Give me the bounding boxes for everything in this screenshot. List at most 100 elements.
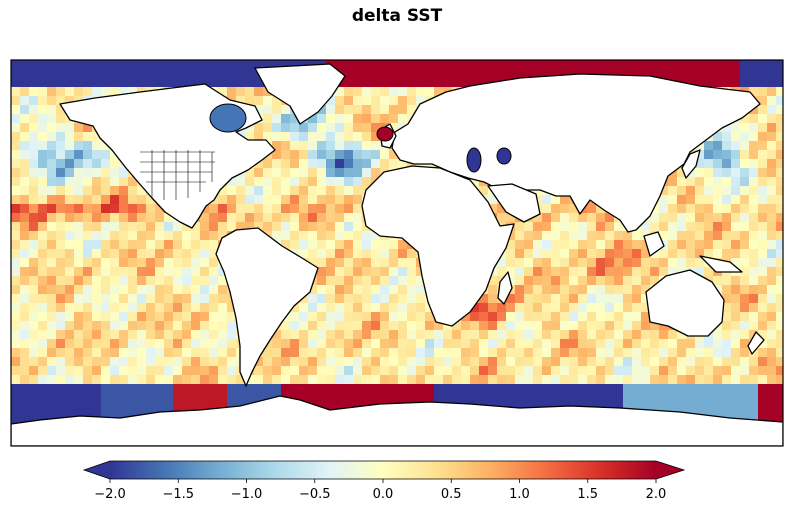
sst-cell xyxy=(200,240,210,250)
sst-cell xyxy=(380,339,390,349)
sst-cell xyxy=(20,267,30,277)
sst-cell xyxy=(668,375,678,385)
sst-cell xyxy=(668,60,678,70)
sst-cell xyxy=(380,258,390,268)
sst-cell xyxy=(56,393,66,403)
sst-cell xyxy=(425,339,435,349)
sst-cell xyxy=(389,375,399,385)
sst-cell xyxy=(83,168,93,178)
sst-cell xyxy=(767,105,777,115)
sst-cell xyxy=(362,294,372,304)
sst-cell xyxy=(155,330,165,340)
sst-cell xyxy=(83,249,93,259)
sst-cell xyxy=(65,321,75,331)
sst-cell xyxy=(740,114,750,124)
sst-cell xyxy=(101,168,111,178)
sst-cell xyxy=(83,141,93,151)
sst-cell xyxy=(317,366,327,376)
sst-cell xyxy=(497,303,507,313)
sst-cell xyxy=(326,123,336,133)
sst-cell xyxy=(56,375,66,385)
sst-cell xyxy=(272,222,282,232)
sst-cell xyxy=(344,186,354,196)
sst-cell xyxy=(326,96,336,106)
sst-cell xyxy=(479,393,489,403)
sst-cell xyxy=(524,249,534,259)
sst-cell xyxy=(155,78,165,88)
sst-cell xyxy=(218,186,228,196)
sst-cell xyxy=(362,87,372,97)
sst-cell xyxy=(659,348,669,358)
sst-cell xyxy=(173,231,183,241)
sst-cell xyxy=(164,321,174,331)
sst-cell xyxy=(263,393,273,403)
sst-cell xyxy=(443,384,453,394)
sst-cell xyxy=(353,258,363,268)
sst-cell xyxy=(596,213,606,223)
sst-cell xyxy=(587,222,597,232)
sst-cell xyxy=(659,231,669,241)
sst-cell xyxy=(326,348,336,358)
sst-cell xyxy=(398,375,408,385)
sst-cell xyxy=(353,249,363,259)
sst-cell xyxy=(704,267,714,277)
sst-cell xyxy=(200,294,210,304)
sst-cell xyxy=(659,321,669,331)
sst-cell xyxy=(740,348,750,358)
sst-cell xyxy=(569,276,579,286)
sst-cell xyxy=(623,258,633,268)
sst-cell xyxy=(659,222,669,232)
sst-cell xyxy=(740,177,750,187)
sst-cell xyxy=(659,366,669,376)
sst-cell xyxy=(101,330,111,340)
sst-cell xyxy=(353,60,363,70)
sst-cell xyxy=(29,285,39,295)
sst-cell xyxy=(479,330,489,340)
sst-cell xyxy=(587,330,597,340)
sst-cell xyxy=(731,321,741,331)
sst-cell xyxy=(497,384,507,394)
sst-cell xyxy=(101,87,111,97)
sst-cell xyxy=(677,222,687,232)
sst-cell xyxy=(758,330,768,340)
sst-cell xyxy=(218,285,228,295)
sst-cell xyxy=(596,267,606,277)
sst-cell xyxy=(164,60,174,70)
sst-cell xyxy=(344,285,354,295)
sst-cell xyxy=(695,60,705,70)
sst-cell xyxy=(461,321,471,331)
sst-cell xyxy=(371,123,381,133)
sst-cell xyxy=(74,267,84,277)
sst-cell xyxy=(326,240,336,250)
sst-cell xyxy=(380,294,390,304)
sst-cell xyxy=(497,312,507,322)
sst-cell xyxy=(83,267,93,277)
sst-cell xyxy=(11,87,21,97)
sst-cell xyxy=(83,384,93,394)
sst-cell xyxy=(218,204,228,214)
sst-cell xyxy=(767,366,777,376)
sst-cell xyxy=(605,348,615,358)
sst-cell xyxy=(299,177,309,187)
sst-cell xyxy=(677,177,687,187)
sst-cell xyxy=(614,393,624,403)
sst-cell xyxy=(65,123,75,133)
sst-cell xyxy=(218,231,228,241)
sst-cell xyxy=(596,348,606,358)
sst-cell xyxy=(488,195,498,205)
sst-cell xyxy=(65,132,75,142)
sst-cell xyxy=(749,294,759,304)
sst-cell xyxy=(506,366,516,376)
sst-cell xyxy=(722,195,732,205)
sst-cell xyxy=(290,213,300,223)
sst-cell xyxy=(11,312,21,322)
sst-cell xyxy=(632,348,642,358)
sst-cell xyxy=(632,375,642,385)
sst-cell xyxy=(389,249,399,259)
sst-cell xyxy=(425,393,435,403)
sst-cell xyxy=(569,294,579,304)
sst-cell xyxy=(587,294,597,304)
sst-cell xyxy=(263,222,273,232)
sst-cell xyxy=(371,141,381,151)
sst-cell xyxy=(623,402,633,412)
